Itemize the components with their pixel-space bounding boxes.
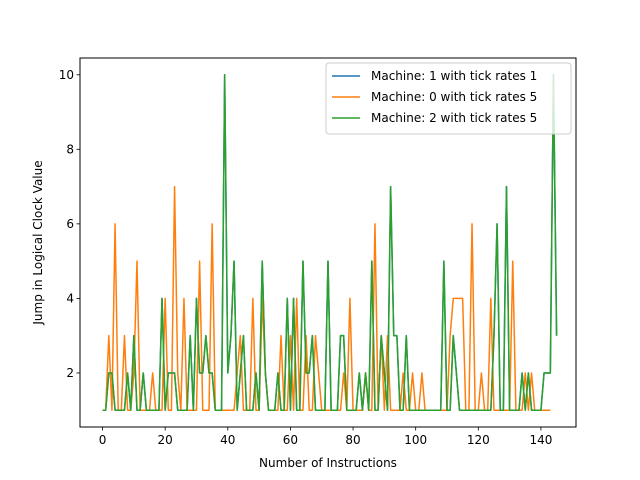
x-axis-label: Number of Instructions xyxy=(259,456,397,470)
legend-label-1: Machine: 0 with tick rates 5 xyxy=(371,90,537,104)
legend-label-2: Machine: 2 with tick rates 5 xyxy=(371,111,537,125)
x-tick-label: 100 xyxy=(404,433,427,447)
y-tick-label: 6 xyxy=(66,217,74,231)
y-tick-label: 2 xyxy=(66,366,74,380)
x-tick-label: 0 xyxy=(99,433,107,447)
x-tick-label: 80 xyxy=(345,433,360,447)
x-tick-label: 120 xyxy=(467,433,490,447)
legend-label-0: Machine: 1 with tick rates 1 xyxy=(371,69,537,83)
y-tick-label: 8 xyxy=(66,142,74,156)
plot-frame xyxy=(79,57,577,428)
y-axis: 2 4 6 8 10 xyxy=(59,68,80,380)
x-tick-label: 60 xyxy=(283,433,298,447)
series-line-1 xyxy=(102,185,551,411)
y-tick-label: 10 xyxy=(59,68,74,82)
y-tick-label: 4 xyxy=(66,291,74,305)
plot-lines xyxy=(102,74,558,411)
y-axis-label: Jump in Logical Clock Value xyxy=(31,160,45,325)
legend: Machine: 1 with tick rates 1 Machine: 0 w… xyxy=(325,62,572,135)
x-tick-label: 20 xyxy=(158,433,173,447)
x-tick-label: 40 xyxy=(220,433,235,447)
x-tick-label: 140 xyxy=(529,433,552,447)
x-axis: 0 20 40 60 80 100 120 140 xyxy=(99,427,552,447)
legend-box xyxy=(325,62,572,135)
series-line-2 xyxy=(102,74,558,411)
